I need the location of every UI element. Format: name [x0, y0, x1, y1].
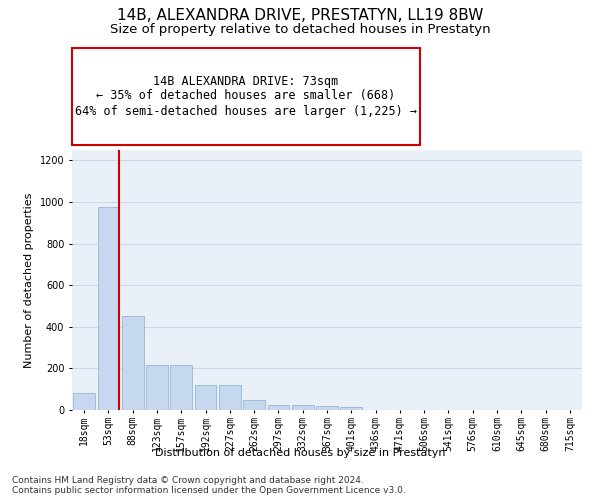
Bar [340, 407, 362, 410]
Text: Size of property relative to detached houses in Prestatyn: Size of property relative to detached ho… [110, 22, 490, 36]
Y-axis label: Number of detached properties: Number of detached properties [24, 192, 34, 368]
Text: Contains HM Land Registry data © Crown copyright and database right 2024.
Contai: Contains HM Land Registry data © Crown c… [12, 476, 406, 495]
Bar [268, 405, 289, 410]
Bar [146, 366, 168, 410]
Text: 14B, ALEXANDRA DRIVE, PRESTATYN, LL19 8BW: 14B, ALEXANDRA DRIVE, PRESTATYN, LL19 8B… [117, 8, 483, 22]
Bar [194, 385, 217, 410]
Bar [170, 366, 192, 410]
Bar [243, 400, 265, 410]
Bar [73, 394, 95, 410]
Text: 14B ALEXANDRA DRIVE: 73sqm
← 35% of detached houses are smaller (668)
64% of sem: 14B ALEXANDRA DRIVE: 73sqm ← 35% of deta… [75, 74, 417, 118]
Bar [219, 385, 241, 410]
Bar [122, 316, 143, 410]
Bar [97, 207, 119, 410]
Text: Distribution of detached houses by size in Prestatyn: Distribution of detached houses by size … [155, 448, 445, 458]
Bar [292, 405, 314, 410]
Bar [316, 406, 338, 410]
